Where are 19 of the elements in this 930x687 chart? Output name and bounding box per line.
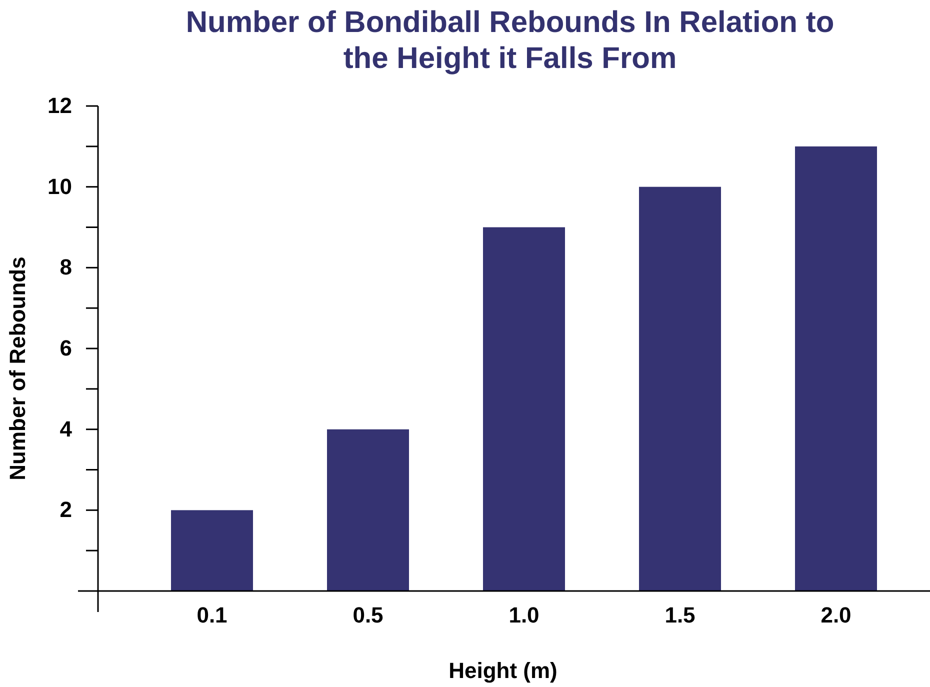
bar [639,186,721,591]
bar [171,510,253,591]
x-tick-label: 1.5 [664,602,696,628]
y-tick-label: 6 [60,336,72,361]
x-tick-label: 2.0 [820,602,852,628]
chart-title: Number of Bondiball Rebounds In Relation to the Height it Falls From [186,6,834,75]
x-axis-title: Height (m) [448,658,558,683]
x-tick-label: 0.1 [196,602,228,628]
y-axis-title: Number of Rebounds [5,256,30,480]
y-tick-label: 2 [60,497,72,522]
bar [795,146,877,591]
y-tick-label: 10 [48,174,72,199]
bar [327,429,409,591]
x-tick-label: 1.0 [508,602,540,628]
x-tick-label: 0.5 [352,602,384,628]
y-tick-label: 4 [60,416,73,442]
y-tick-label: 8 [60,254,72,280]
y-tick-label: 12 [48,93,72,118]
bar [483,227,565,591]
